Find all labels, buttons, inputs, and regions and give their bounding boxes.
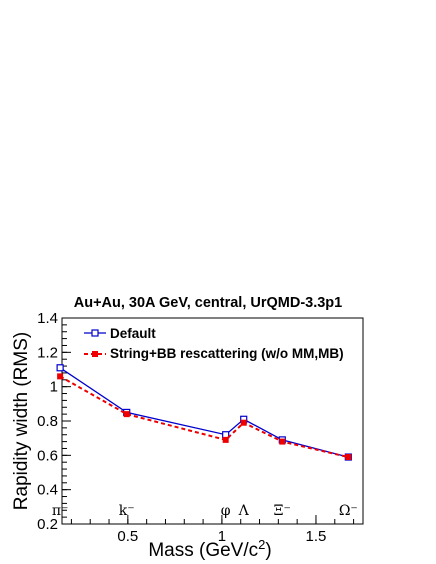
y-tick-label: 0.6 (37, 447, 58, 464)
legend: Default String+BB rescattering (w/o MM,M… (84, 326, 344, 361)
legend-label-rescattering: String+BB rescattering (w/o MM,MB) (110, 346, 344, 361)
particle-label: φ (221, 503, 231, 519)
y-tick-label: 1.2 (37, 344, 58, 361)
y-tick-label: 1 (50, 379, 58, 396)
x-axis-title: Mass (GeV/c2) (148, 537, 271, 561)
data-point (56, 364, 64, 372)
data-point (123, 411, 130, 418)
y-tick-label: 0.8 (37, 413, 58, 430)
y-axis: 0.2 0.4 0.6 0.8 1 1.2 1.4 (37, 310, 71, 533)
y-axis-title: Rapidity width (RMS) (11, 332, 32, 510)
particle-label: Λ (238, 503, 250, 519)
y-tick-label: 0.2 (37, 516, 58, 533)
x-tick-label: 1 (218, 528, 226, 545)
particle-label: Ω⁻ (339, 503, 358, 519)
series-layer (56, 364, 352, 461)
x-axis-title-main: Mass (GeV/c (148, 540, 258, 561)
y-tick-label: 1.4 (37, 310, 58, 327)
series-line-1 (59, 375, 349, 459)
series-line-0 (59, 367, 349, 458)
data-point (345, 454, 352, 461)
data-point (279, 438, 286, 445)
x-axis: 0.5 1 1.5 (70, 515, 355, 545)
particle-label: k⁻ (119, 503, 135, 519)
x-axis-title-sup: 2 (258, 537, 265, 552)
x-tick-label: 0.5 (117, 528, 138, 545)
x-tick-label: 1.5 (306, 528, 327, 545)
legend-marker-rescattering (92, 351, 98, 357)
y-tick-label: 0.4 (37, 482, 58, 499)
data-point (222, 436, 229, 443)
particle-labels: π⁻ k⁻ φ Λ Ξ⁻ Ω⁻ (52, 503, 358, 519)
plot-title: Au+Au, 30A GeV, central, UrQMD-3.3p1 (74, 295, 342, 311)
particle-label: Ξ⁻ (274, 503, 291, 519)
x-axis-title-close: ) (265, 540, 271, 561)
data-point (57, 373, 64, 380)
data-point (240, 419, 247, 426)
legend-label-default: Default (110, 326, 156, 341)
particle-label: π⁻ (52, 503, 69, 519)
legend-marker-default (91, 329, 99, 337)
